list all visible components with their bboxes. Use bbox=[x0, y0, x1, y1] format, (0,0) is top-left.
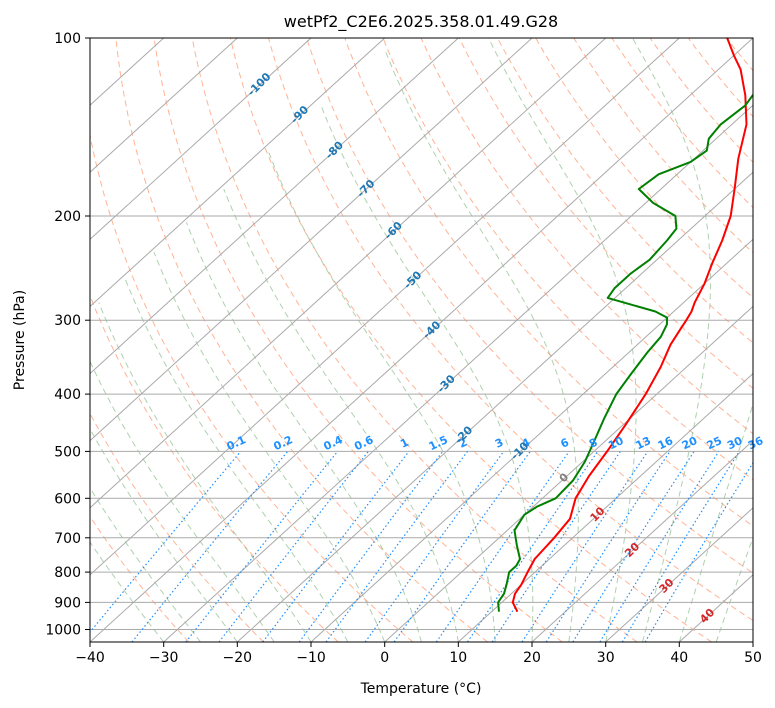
isotherm bbox=[90, 38, 312, 241]
mixing-ratio-label: 36 bbox=[746, 434, 766, 452]
mixing-ratio-line bbox=[364, 451, 505, 642]
y-axis: 100 200 300 400 500 600 700 800 900 1000 bbox=[45, 31, 90, 639]
mixing-ratio-line bbox=[325, 451, 468, 642]
isotherm bbox=[605, 507, 753, 642]
mixing-ratio-label: 30 bbox=[725, 434, 745, 452]
x-tick-label: −30 bbox=[149, 650, 179, 666]
mixing-ratio-line bbox=[599, 451, 720, 642]
y-tick-label: 700 bbox=[54, 531, 81, 547]
mixing-ratio-line bbox=[90, 451, 242, 633]
isotherm bbox=[90, 38, 386, 308]
dry-adiabat bbox=[229, 38, 712, 642]
x-tick-label: −20 bbox=[223, 650, 253, 666]
moist-adiabat bbox=[384, 50, 579, 642]
isotherm bbox=[90, 38, 533, 442]
moist-adiabat bbox=[267, 150, 496, 642]
x-tick-label: −40 bbox=[75, 650, 105, 666]
dry-adiabat bbox=[420, 38, 753, 435]
dry-adiabat bbox=[649, 38, 753, 163]
y-tick-label: 100 bbox=[54, 31, 81, 47]
dry-adiabat bbox=[382, 38, 753, 481]
isotherm bbox=[310, 238, 753, 642]
mixing-ratio-label: 10 bbox=[606, 434, 626, 452]
moist-adiabat bbox=[90, 427, 238, 642]
dry-adiabat bbox=[611, 38, 753, 209]
dry-adiabat bbox=[306, 38, 753, 574]
mixing-ratio-line bbox=[545, 451, 671, 642]
y-tick-label: 800 bbox=[54, 565, 81, 581]
x-tick-label: 50 bbox=[744, 650, 762, 666]
dry-adiabat bbox=[90, 515, 190, 642]
mixing-ratio-line bbox=[131, 451, 289, 642]
mixing-ratio-line bbox=[521, 451, 649, 642]
y-tick-label: 300 bbox=[54, 313, 81, 329]
isotherm bbox=[90, 38, 459, 375]
isotherm bbox=[457, 372, 753, 642]
moist-adiabat bbox=[153, 251, 386, 642]
isotherm bbox=[90, 38, 238, 173]
y-axis-title: Pressure (hPa) bbox=[12, 290, 28, 390]
x-tick-label: −10 bbox=[296, 650, 326, 666]
background-lines bbox=[90, 38, 775, 642]
mixing-ratio-line bbox=[298, 451, 444, 642]
mixing-ratio-line bbox=[572, 451, 695, 642]
mixing-ratio-label: 20 bbox=[680, 434, 700, 452]
mixing-ratio-label: 25 bbox=[705, 434, 724, 452]
moist-adiabat bbox=[90, 541, 165, 642]
y-tick-label: 400 bbox=[54, 387, 81, 403]
mixing-ratio-line bbox=[621, 451, 740, 642]
dry-adiabat bbox=[153, 38, 563, 642]
isotherm bbox=[384, 305, 753, 642]
moist-adiabat bbox=[488, 38, 637, 642]
mixing-ratio-label: 16 bbox=[656, 434, 676, 452]
moist-adiabat bbox=[632, 38, 711, 642]
mixing-ratio-line bbox=[393, 451, 531, 642]
x-tick-label: 30 bbox=[597, 650, 615, 666]
y-tick-label: 900 bbox=[54, 595, 81, 611]
dry-adiabat bbox=[191, 38, 638, 642]
moist-adiabat bbox=[185, 222, 422, 642]
dry-adiabat bbox=[765, 38, 775, 642]
y-tick-label: 600 bbox=[54, 491, 81, 507]
isotherm bbox=[163, 104, 753, 642]
y-tick-label: 200 bbox=[54, 209, 81, 225]
mixing-ratio-line bbox=[435, 451, 570, 642]
isotherm bbox=[90, 38, 753, 642]
moist-adiabat bbox=[320, 105, 534, 642]
isotherm bbox=[752, 641, 753, 642]
temperature-profile bbox=[511, 38, 748, 613]
x-axis-title: Temperature (°C) bbox=[360, 681, 482, 697]
mixing-ratio-line bbox=[262, 451, 410, 642]
mixing-ratio-line bbox=[466, 451, 599, 642]
isotherm bbox=[90, 38, 607, 509]
moist-adiabat bbox=[223, 188, 459, 642]
mixing-ratio-line bbox=[491, 451, 621, 642]
dry-adiabat bbox=[458, 38, 753, 389]
x-axis: −40 −30 −20 −10 0 10 20 30 40 50 bbox=[75, 642, 762, 666]
mixing-ratio-label: 13 bbox=[634, 434, 653, 452]
isotherm bbox=[531, 439, 753, 642]
x-tick-label: 0 bbox=[380, 650, 389, 666]
moist-adiabat bbox=[98, 302, 312, 642]
plot-frame bbox=[89, 37, 754, 643]
isotherm bbox=[90, 38, 680, 576]
mixing-ratio-line bbox=[185, 451, 339, 642]
isotherm bbox=[236, 171, 753, 642]
dry-adiabat bbox=[268, 38, 753, 622]
dry-adiabat bbox=[535, 38, 753, 299]
x-tick-label: 10 bbox=[449, 650, 467, 666]
x-tick-label: 20 bbox=[523, 650, 541, 666]
dewpoint-profile bbox=[497, 93, 753, 612]
moist-adiabat bbox=[678, 402, 753, 642]
x-tick-label: 40 bbox=[670, 650, 688, 666]
moist-adiabat bbox=[715, 536, 753, 642]
profile-lines bbox=[497, 38, 753, 613]
chart-title: wetPf2_C2E6.2025.358.01.49.G28 bbox=[284, 12, 558, 32]
y-tick-label: 500 bbox=[54, 444, 81, 460]
y-tick-label: 1000 bbox=[45, 623, 81, 639]
